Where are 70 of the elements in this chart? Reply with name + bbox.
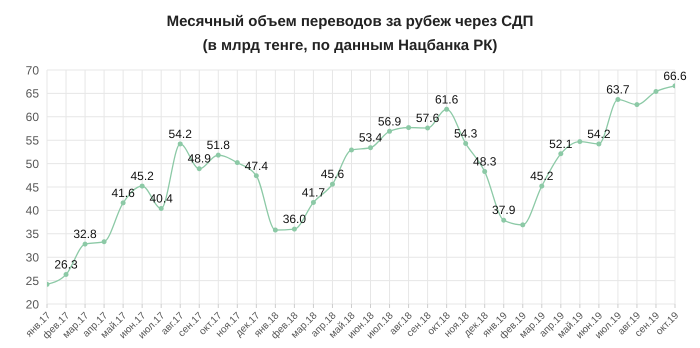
data-label: 48.9 [188,152,212,166]
point [120,200,126,206]
point [234,160,240,166]
point [501,218,506,223]
data-label: 52.1 [549,136,573,151]
data-label: 45.6 [320,167,344,182]
y-tick-label: 20 [26,297,40,312]
data-label: 54.3 [454,126,478,140]
point [463,140,468,146]
point [558,151,564,156]
data-label: 45.2 [530,169,554,184]
y-tick-label: 25 [26,274,40,288]
data-label: 37.9 [492,203,516,218]
data-label: 63.7 [606,82,630,96]
data-label: 54.2 [168,126,192,141]
point [539,184,544,189]
point [196,166,202,172]
data-label: 26.3 [54,258,78,272]
point [292,226,297,232]
data-label: 57.6 [416,111,440,126]
data-label: 45.2 [130,169,154,184]
point [577,139,582,144]
y-tick-label: 60 [26,110,40,124]
point [310,200,316,205]
data-label: 53.4 [358,130,383,145]
data-label: 51.8 [206,138,230,152]
point [140,184,145,189]
y-tick-label: 50 [26,156,40,171]
y-tick-label: 70 [26,63,40,78]
point [615,96,620,102]
point [482,169,488,174]
point [82,242,88,247]
y-tick-label: 55 [26,133,40,148]
point [178,141,183,146]
point [272,228,278,233]
point [64,272,69,278]
data-label: 61.6 [434,92,459,106]
point [634,102,640,108]
point [368,145,374,150]
data-label: 41.7 [302,185,326,200]
y-tick-label: 65 [26,86,40,101]
chart-subtitle: (в млрд тенге, по данным Нацбанка РК) [202,36,498,56]
point [216,152,221,158]
point [158,206,164,212]
point [348,148,354,153]
y-tick-label: 30 [26,250,40,264]
point [330,182,335,187]
point [596,141,602,146]
point [387,128,392,134]
data-label: 54.2 [587,126,611,141]
point [444,106,450,112]
data-label: 40.4 [150,192,174,206]
data-label: 48.3 [473,154,497,169]
point [520,222,526,228]
point [425,126,430,131]
point [406,125,412,130]
data-label: 41.6 [111,186,136,200]
y-tick-label: 35 [26,227,40,242]
point [102,239,107,244]
data-label: 47.4 [244,158,268,173]
point [254,173,259,178]
y-tick-label: 45 [26,180,40,194]
line-series [47,83,675,287]
y-tick-label: 40 [26,204,40,218]
data-label: 56.9 [378,114,402,128]
data-label: 36.0 [282,212,306,226]
point [653,89,658,94]
data-label: 66.6 [663,68,687,83]
chart-title: Месячный объем переводов за рубеж через СДП [166,12,534,32]
data-label: 32.8 [73,227,98,242]
